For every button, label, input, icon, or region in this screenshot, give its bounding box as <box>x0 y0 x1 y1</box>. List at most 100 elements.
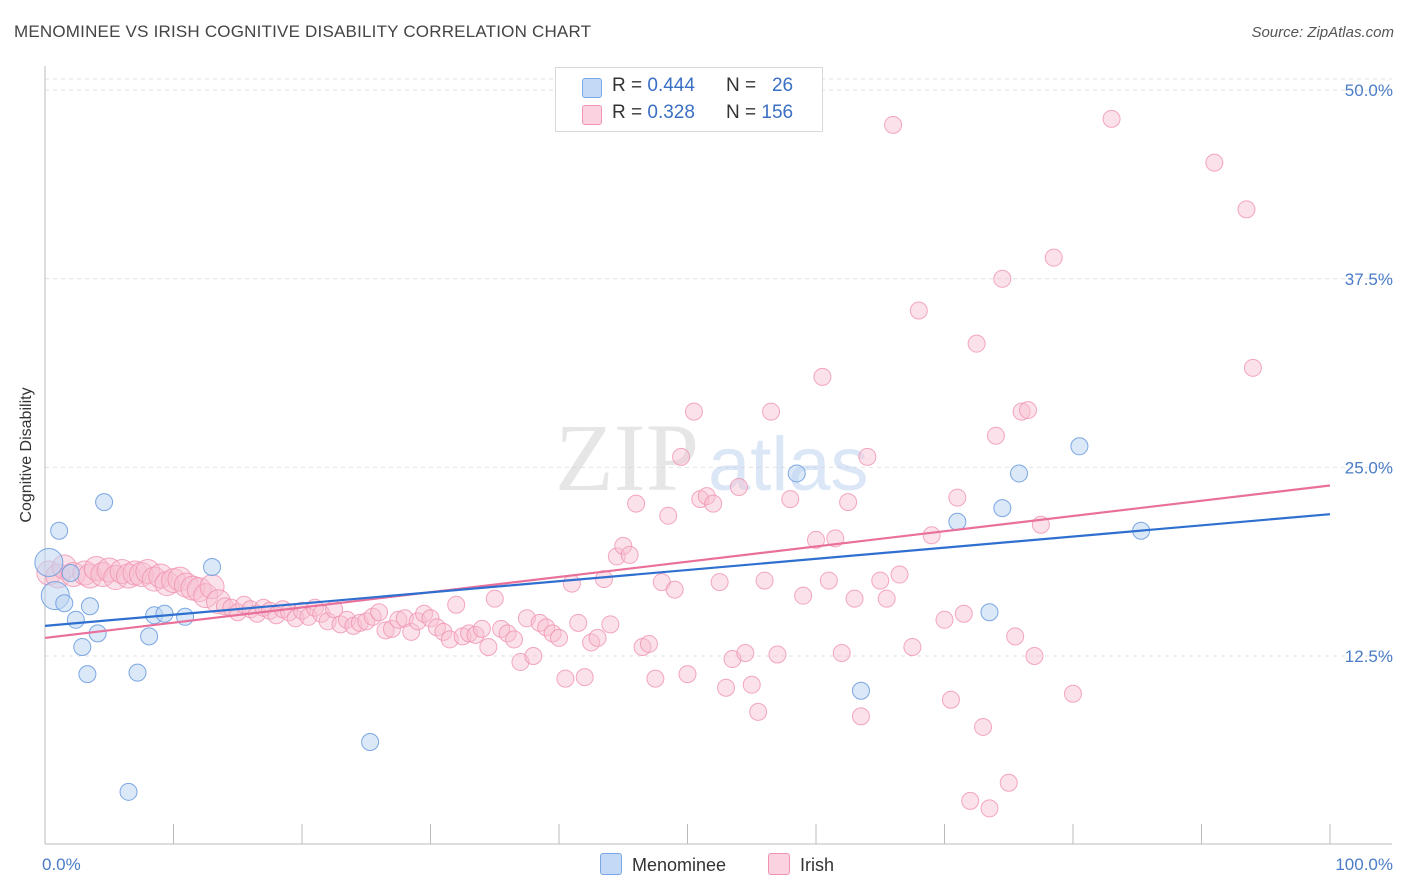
x-tick-labels: 0.0% 100.0% <box>42 855 1393 874</box>
irish-point <box>1205 153 1224 172</box>
irish-point <box>524 647 543 666</box>
irish-point <box>1006 627 1025 646</box>
bottom-legend-label-menominee: Menominee <box>632 855 727 875</box>
menominee-point <box>95 493 114 512</box>
irish-point <box>819 571 838 590</box>
irish-point <box>1243 358 1262 377</box>
source-label: Source: ZipAtlas.com <box>1251 24 1394 41</box>
y-tick-label: 50.0% <box>1345 81 1393 100</box>
irish-point <box>1012 402 1031 421</box>
irish-point <box>148 563 174 589</box>
legend-n-label: N = <box>726 102 757 123</box>
irish-point <box>646 669 665 688</box>
irish-point <box>781 490 800 509</box>
trend-lines <box>44 484 1331 640</box>
menominee-point <box>61 564 80 583</box>
irish-point <box>389 610 408 629</box>
irish-point <box>1237 200 1256 219</box>
chart-title: MENOMINEE VS IRISH COGNITIVE DISABILITY … <box>14 22 592 41</box>
irish-point <box>974 717 993 736</box>
irish-point <box>986 426 1005 445</box>
legend-swatch-menominee <box>582 78 602 98</box>
irish-point <box>755 571 774 590</box>
irish-point <box>684 402 703 421</box>
irish-point <box>813 367 832 386</box>
y-tick-label: 37.5% <box>1345 270 1393 289</box>
grid-lines <box>45 78 1392 657</box>
watermark-atlas: atlas <box>708 422 869 507</box>
bottom-legend-label-irish: Irish <box>800 855 835 875</box>
irish-point <box>109 559 135 585</box>
menominee-point <box>1010 464 1029 483</box>
irish-point <box>935 610 954 629</box>
menominee-point <box>140 627 159 646</box>
irish-point <box>826 529 845 548</box>
irish-point <box>614 536 633 555</box>
irish-point <box>967 334 986 353</box>
menominee-point <box>50 521 69 540</box>
irish-point <box>884 115 903 134</box>
irish-point <box>954 604 973 623</box>
menominee-point <box>128 663 147 682</box>
irish-point <box>749 702 768 721</box>
menominee-point <box>948 512 967 531</box>
irish-point <box>402 622 421 641</box>
irish-point <box>173 572 199 598</box>
irish-point <box>665 580 684 599</box>
irish-point <box>492 619 511 638</box>
menominee-point <box>78 665 97 684</box>
x-tick-label: 0.0% <box>42 855 81 874</box>
legend-swatch-irish <box>582 105 602 125</box>
irish-point <box>890 565 909 584</box>
irish-point <box>736 644 755 663</box>
axes <box>44 66 1392 845</box>
irish-point <box>530 613 549 632</box>
irish-point <box>357 612 376 631</box>
irish-point <box>116 563 142 589</box>
legend-r-value: 0.444 <box>647 75 695 96</box>
irish-point <box>1102 109 1121 128</box>
irish-point <box>1064 684 1082 703</box>
watermark: ZIP atlas <box>555 404 869 511</box>
irish-point <box>607 547 626 566</box>
irish-point <box>90 562 116 588</box>
irish-point <box>562 574 581 593</box>
menominee-point <box>80 597 99 616</box>
bottom-legend-menominee: Menominee <box>600 853 726 876</box>
legend-r-label: R = <box>612 102 643 123</box>
irish-point <box>485 589 504 608</box>
irish-point <box>1044 248 1063 267</box>
legend-n-value: 26 <box>771 75 794 96</box>
menominee-point <box>851 681 870 700</box>
y-tick-label: 12.5% <box>1345 647 1393 666</box>
irish-point <box>382 619 401 638</box>
legend-r-label: R = <box>612 75 643 96</box>
legend: R = 0.444 N = 26 R = 0.328 N = 156 <box>555 67 823 132</box>
irish-point <box>575 668 594 687</box>
irish-point <box>128 562 154 588</box>
irish-point <box>421 609 440 628</box>
irish-point <box>710 573 729 592</box>
legend-r-value: 0.328 <box>647 102 695 123</box>
irish-point <box>569 613 588 632</box>
irish-point <box>376 621 395 640</box>
irish-point <box>556 669 575 688</box>
irish-point <box>639 634 658 653</box>
irish-point <box>193 583 219 609</box>
irish-point <box>832 644 851 663</box>
irish-point <box>839 493 858 512</box>
y-tick-labels: 12.5% 25.0% 37.5% 50.0% <box>1345 81 1393 666</box>
irish-point <box>505 630 524 649</box>
irish-point <box>370 603 389 622</box>
irish-point <box>851 707 870 726</box>
irish-point <box>1019 401 1038 420</box>
irish-point <box>363 607 382 626</box>
irish-point <box>205 589 231 615</box>
irish-point <box>717 678 736 697</box>
irish-point <box>807 530 825 549</box>
irish-point <box>331 615 350 634</box>
irish-point <box>922 526 941 545</box>
bottom-legend-swatch-menominee <box>600 853 622 875</box>
menominee-point <box>980 603 999 622</box>
irish-point <box>286 609 305 628</box>
